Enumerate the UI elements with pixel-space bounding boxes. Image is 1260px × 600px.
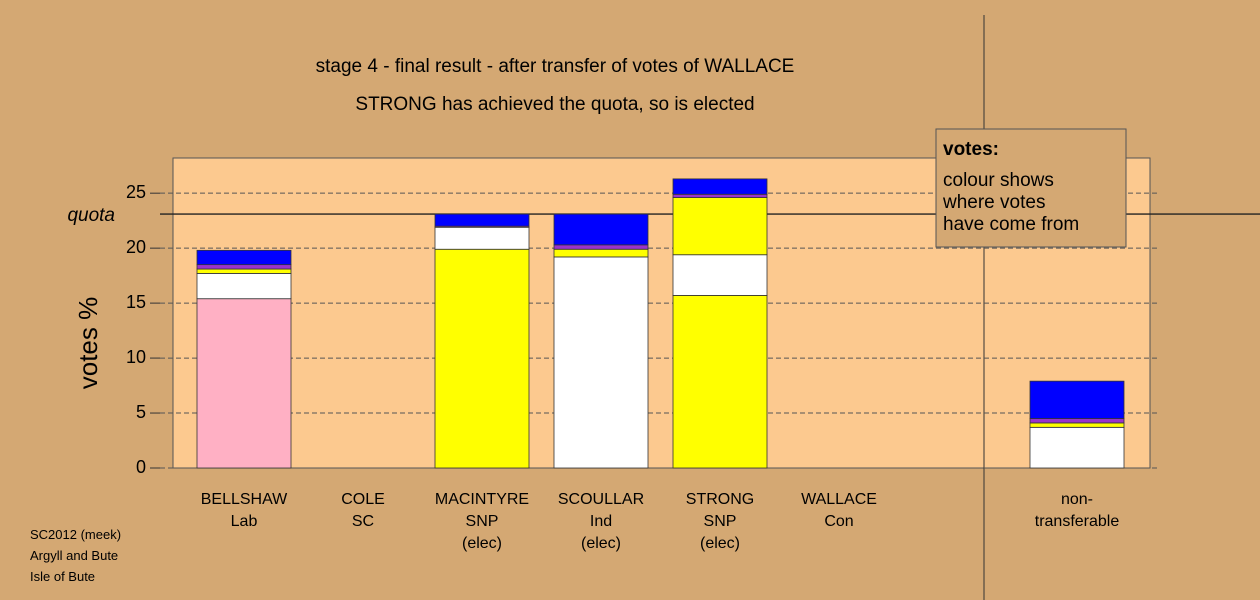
bar-segment <box>1029 380 1125 419</box>
bar-segment <box>672 197 768 256</box>
bar-segment <box>434 213 530 227</box>
x-tick-label: SCOULLAR Ind (elec) <box>558 491 644 552</box>
bar-segment <box>1029 422 1125 428</box>
bar-segment <box>672 178 768 195</box>
bar-segment <box>434 226 530 250</box>
x-tick-label: STRONG SNP (elec) <box>686 491 754 552</box>
bar-segment <box>553 248 649 258</box>
x-tick-label: MACINTYRE SNP (elec) <box>435 491 529 552</box>
y-tick-label: 25 <box>126 182 146 202</box>
bar-segment <box>434 248 530 469</box>
bar-segment <box>672 193 768 198</box>
legend-text: colour shows where votes have come from <box>942 170 1079 235</box>
x-tick-label: COLE SC <box>341 491 385 530</box>
bar-segment <box>196 249 292 266</box>
y-tick-label: 10 <box>126 347 146 367</box>
bar-segment <box>1029 418 1125 424</box>
x-tick-label: non-transferable <box>1035 491 1120 530</box>
legend-box <box>935 128 1127 248</box>
y-axis-label: votes % <box>73 297 103 390</box>
bar-segment <box>196 273 292 300</box>
bar-segment <box>672 254 768 296</box>
bar-segment <box>553 256 649 469</box>
chart-title: stage 4 - final result - after transfer … <box>316 56 795 77</box>
footer: SC2012 (meek) Argyll and Bute Isle of Bute <box>30 527 121 584</box>
bar-segment <box>553 213 649 246</box>
bar-segment <box>1029 426 1125 469</box>
y-tick-label: 20 <box>126 237 146 257</box>
y-tick-label: 5 <box>136 402 146 422</box>
y-tick-label: 0 <box>136 457 146 477</box>
bar-segment <box>196 298 292 469</box>
x-tick-label: BELLSHAW Lab <box>201 491 288 530</box>
legend-title: votes: <box>943 139 999 160</box>
x-tick-label: WALLACE Con <box>801 491 877 530</box>
bar-segment <box>196 268 292 274</box>
chart-subtitle: STRONG has achieved the quota, so is ele… <box>355 94 754 115</box>
quota-label: quota <box>67 205 115 226</box>
bar-segment <box>553 244 649 250</box>
y-tick-label: 15 <box>126 292 146 312</box>
bar-segment <box>672 295 768 469</box>
bar-segment <box>196 264 292 270</box>
